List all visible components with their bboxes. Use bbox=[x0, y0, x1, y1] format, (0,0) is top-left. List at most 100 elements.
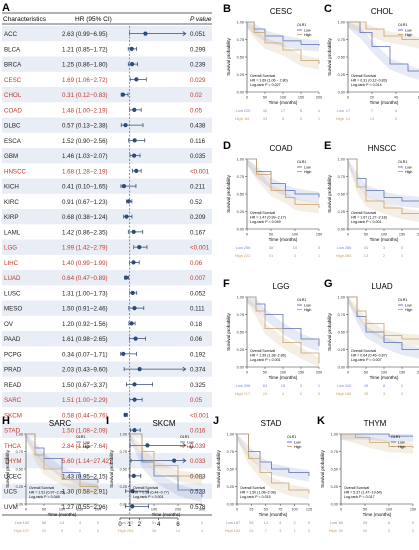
risk-count-high: 8 bbox=[282, 116, 285, 121]
logrank-text: Log-rank P = 0.015 bbox=[240, 495, 271, 499]
legend-low: Low bbox=[405, 165, 412, 169]
panel-letter: C bbox=[324, 3, 332, 15]
risk-count-high: 26 bbox=[363, 528, 368, 533]
y-tick-label: 0.75 bbox=[237, 38, 244, 42]
x-axis-label: Time (months) bbox=[370, 375, 399, 380]
y-tick-label: 0.50 bbox=[331, 468, 338, 472]
row-name: UCS bbox=[4, 489, 17, 496]
risk-count-low: 398 bbox=[244, 383, 251, 388]
x-tick-label: 150 bbox=[399, 371, 405, 375]
row-hr-text: 1.69 (1.06−2.72) bbox=[62, 77, 108, 84]
x-tick-label: 100 bbox=[381, 371, 387, 375]
risk-count-high: 20 bbox=[42, 528, 47, 533]
y-axis-label: Survival probability bbox=[5, 449, 10, 488]
logrank-text: Log-rank P < 0.001 bbox=[250, 358, 281, 362]
row-hr-text: 1.68 (1.28−2.19) bbox=[62, 168, 108, 175]
ci-band-high bbox=[130, 434, 202, 486]
row-hr-text: 1.50 (1.08−2.09) bbox=[62, 428, 108, 435]
risk-count-high: 0 bbox=[401, 253, 404, 258]
row-hr-text: 1.51 (1.00−2.29) bbox=[62, 397, 108, 404]
legend-high: High bbox=[304, 33, 311, 37]
y-tick-label: 0.75 bbox=[16, 450, 23, 454]
row-hr-point bbox=[129, 321, 134, 326]
forest-plot: A Characteristics HR (95% CI) P value ACC 2.6… bbox=[2, 2, 212, 528]
risk-count-high: 4 bbox=[201, 528, 204, 533]
row-name: LIHC bbox=[4, 260, 19, 267]
row-hr-point bbox=[123, 412, 128, 417]
risk-label-high: High bbox=[225, 528, 233, 533]
x-tick-label: 150 bbox=[410, 508, 416, 512]
y-tick-label: 0.00 bbox=[237, 228, 244, 232]
risk-count-low: 0 bbox=[401, 383, 404, 388]
legend-title: OLR1 bbox=[297, 23, 306, 27]
x-tick-label: 200 bbox=[316, 371, 322, 375]
y-tick-label: 0.00 bbox=[331, 503, 338, 507]
y-tick-label: 0.50 bbox=[338, 331, 345, 335]
risk-count-high: 4 bbox=[282, 391, 285, 396]
row-band bbox=[2, 117, 212, 133]
row-hr-point bbox=[137, 367, 142, 372]
row-hr-text: 0.57 (0.13−2.38) bbox=[62, 123, 108, 130]
row-hr-text: 0.58 (0.44−0.76) bbox=[62, 412, 108, 419]
ci-band-high bbox=[237, 434, 309, 500]
km-panel-thym: K THYM 0.00 0.25 0.50 0.75 1.00 Survival probab… bbox=[317, 415, 416, 533]
risk-label-low: Low bbox=[337, 108, 344, 113]
risk-count-high: 33 bbox=[263, 116, 268, 121]
overall-label: Overall Survival bbox=[240, 486, 265, 490]
x-axis-label: Time (months) bbox=[269, 375, 298, 380]
row-p-value: 0.052 bbox=[190, 290, 206, 297]
y-tick-label: 1.00 bbox=[120, 433, 127, 437]
ci-band-high bbox=[26, 434, 98, 496]
row-band bbox=[2, 392, 212, 408]
risk-count-low: 13 bbox=[264, 520, 269, 525]
ci-band-high bbox=[247, 159, 319, 214]
row-name: KICH bbox=[4, 184, 19, 191]
risk-count-low: 0 bbox=[401, 245, 404, 250]
row-name: CESC bbox=[4, 77, 22, 84]
legend-high: High bbox=[304, 308, 311, 312]
row-hr-point bbox=[129, 62, 135, 67]
risk-label-high: High bbox=[235, 116, 243, 121]
risk-count-low: 45 bbox=[364, 383, 369, 388]
row-p-value: 0.007 bbox=[190, 275, 206, 282]
x-tick-label: 0 bbox=[25, 508, 27, 512]
ci-band-low bbox=[247, 159, 319, 204]
risk-count-low: 41 bbox=[364, 245, 369, 250]
row-name: LUAD bbox=[4, 275, 21, 282]
row-ci-arrow bbox=[182, 366, 187, 372]
y-tick-label: 0.75 bbox=[120, 450, 127, 454]
x-axis-label: Time (months) bbox=[152, 512, 181, 517]
logrank-text: Log-rank P < 0.001 bbox=[351, 220, 382, 224]
risk-count-high: 9 bbox=[61, 528, 64, 533]
x-tick-label: 100 bbox=[386, 508, 392, 512]
y-tick-label: 0.25 bbox=[338, 348, 345, 352]
x-tick-label: 200 bbox=[95, 508, 101, 512]
row-p-value: 0.02 bbox=[190, 92, 203, 99]
row-name: MESO bbox=[4, 306, 22, 313]
risk-count-low: 9 bbox=[177, 520, 180, 525]
risk-count-low: 17 bbox=[346, 108, 351, 113]
x-axis-label: Time (months) bbox=[363, 512, 392, 517]
curve-high bbox=[247, 296, 320, 364]
risk-count-high: 0 bbox=[97, 528, 100, 533]
y-axis-label: Survival probability bbox=[109, 449, 114, 488]
row-p-value: 0.035 bbox=[190, 153, 206, 160]
x-tick-label: 75 bbox=[278, 508, 282, 512]
row-name: ACC bbox=[4, 31, 18, 38]
row-band bbox=[2, 453, 212, 469]
risk-count-high: 1 bbox=[318, 116, 321, 121]
row-name: CHOL bbox=[4, 92, 22, 99]
x-tick-label: 100 bbox=[381, 233, 387, 237]
y-tick-label: 1.00 bbox=[338, 158, 345, 162]
risk-count-high: 14 bbox=[176, 528, 181, 533]
risk-count-low: 0 bbox=[412, 520, 415, 525]
panel-letter: B bbox=[223, 3, 231, 15]
risk-count-low: 4 bbox=[279, 520, 282, 525]
risk-count-low: 13 bbox=[60, 520, 65, 525]
row-hr-point bbox=[124, 275, 129, 280]
hr-text: HR = 1.69 (1.06 − 2.80) bbox=[250, 79, 288, 83]
risk-label-high: High bbox=[329, 528, 337, 533]
y-axis-label: Survival probability bbox=[226, 312, 231, 351]
km-panel-luad: G LUAD 0.00 0.25 0.50 0.75 1.00 Survival probab… bbox=[324, 278, 419, 396]
row-band bbox=[2, 87, 212, 103]
